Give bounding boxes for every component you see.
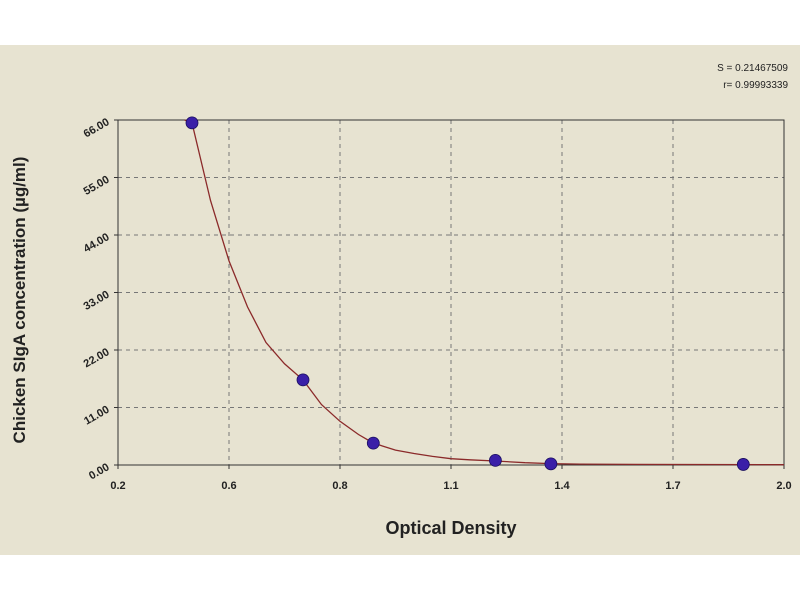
x-tick-label: 0.8 <box>332 480 347 492</box>
y-tick-label: 33.00 <box>82 289 112 313</box>
data-point <box>296 373 310 387</box>
y-tick-label: 11.00 <box>82 404 111 428</box>
x-tick-label: 0.6 <box>221 480 236 492</box>
plot-area: 0.2 0.6 0.8 1.1 1.4 1.7 2.0 0.00 11.00 22.00 33.00… <box>82 116 792 492</box>
x-axis-label: Optical Density <box>385 518 517 538</box>
data-point <box>185 116 199 130</box>
x-tick-label: 0.2 <box>110 480 125 492</box>
x-tick-label: 2.0 <box>776 480 791 492</box>
y-tick-label: 55.00 <box>82 174 112 198</box>
y-tick-label: 0.00 <box>87 461 112 482</box>
stat-s-value: S = 0.21467509 <box>717 63 788 74</box>
y-tick-label: 22.00 <box>82 346 112 370</box>
x-tick-label: 1.1 <box>443 480 458 492</box>
data-point <box>366 436 380 450</box>
data-point <box>736 458 750 471</box>
y-axis-label: Chicken SIgA concentration (µg/ml) <box>10 156 29 444</box>
x-tick-label: 1.4 <box>554 480 570 492</box>
data-point <box>544 457 558 471</box>
data-point <box>488 453 502 467</box>
x-tick-label: 1.7 <box>665 480 680 492</box>
stat-r-value: r= 0.99993339 <box>723 80 788 91</box>
y-tick-label: 44.00 <box>82 231 112 255</box>
chart-panel: 0.2 0.6 0.8 1.1 1.4 1.7 2.0 0.00 11.00 22.00 33.00… <box>0 45 800 555</box>
y-tick-label: 66.00 <box>82 116 112 140</box>
